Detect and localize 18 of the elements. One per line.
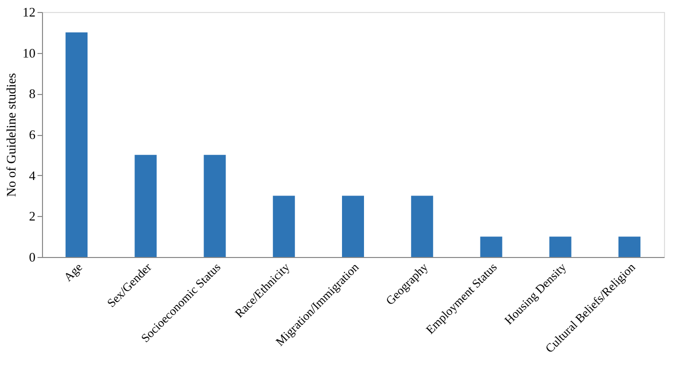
bar — [204, 154, 226, 257]
y-tick-label: 10 — [22, 45, 36, 60]
y-tick-label: 2 — [29, 208, 36, 224]
bar — [480, 236, 502, 257]
bar — [272, 196, 295, 257]
y-tick-label: 8 — [29, 86, 36, 102]
bar — [134, 154, 157, 257]
x-tick-label: Age — [61, 260, 86, 284]
y-tick-label: 4 — [29, 168, 36, 183]
y-tick-label: 6 — [29, 127, 36, 142]
bar — [549, 236, 572, 257]
bar — [411, 196, 434, 257]
y-axis-title: No of Guideline studies — [4, 73, 18, 197]
y-tick-label: 12 — [22, 4, 36, 20]
y-tick-label: 0 — [29, 250, 36, 264]
bar — [342, 196, 364, 257]
bar — [66, 32, 88, 257]
bar — [618, 236, 640, 257]
